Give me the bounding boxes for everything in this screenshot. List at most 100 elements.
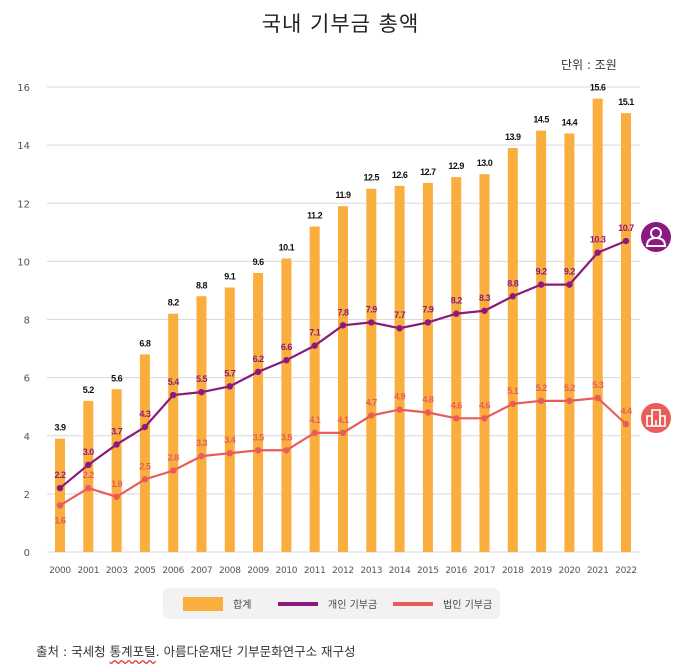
data-label-corporate: 5.2 [536,383,548,393]
point-corporate [594,394,601,402]
point-individual [453,310,460,317]
data-label-corporate: 2.2 [83,470,95,480]
data-label-corporate: 4.1 [309,415,321,425]
data-label-corporate: 3.5 [281,432,293,442]
y-tick-label: 2 [24,490,30,501]
point-individual [396,325,403,332]
data-label-individual: 7.9 [422,304,434,314]
point-individual [198,388,205,396]
data-label-corporate: 3.5 [253,432,265,442]
x-tick-label: 2019 [530,566,552,576]
point-individual [226,383,233,390]
y-tick-label: 10 [17,257,30,268]
data-label-individual: 9.2 [536,267,548,277]
legend-item-corporate: 법인 기부금 [393,588,492,619]
bar-total [196,296,207,552]
point-individual [566,281,573,288]
bar-total [224,287,235,552]
y-tick-label: 6 [24,374,30,385]
bar-total [139,354,150,552]
data-label-individual: 3.7 [111,426,123,436]
x-tick-label: 2005 [134,566,156,576]
x-tick-label: 2017 [474,566,496,576]
x-tick-label: 2018 [502,566,524,576]
data-label-individual: 3.0 [83,447,95,457]
data-label-individual: 5.4 [168,377,180,387]
legend-item-individual: 개인 기부금 [278,588,377,619]
legend-label: 법인 기부금 [443,600,493,611]
source-suffix: . 아름다운재단 기부문화연구소 재구성 [155,644,356,659]
bar-total [55,438,65,552]
data-label-corporate: 5.2 [564,383,576,393]
point-individual [339,322,347,329]
x-tick-label: 2006 [162,566,184,576]
data-label-individual: 8.3 [479,293,491,303]
unit-label: 단위 : 조원 [561,58,617,72]
point-individual [85,461,92,469]
data-label-total: 13.9 [505,132,521,142]
y-tick-label: 14 [17,141,30,152]
point-corporate [113,493,120,500]
bar-total [592,98,603,552]
source-note: 출처 : 국세청 통계포털. 아름다운재단 기부문화연구소 재구성 [36,641,356,660]
data-label-total: 13.0 [477,158,493,168]
point-corporate [311,429,318,437]
data-label-total: 15.1 [618,97,634,107]
bar-total [83,400,94,552]
bar-total [621,113,631,552]
source-prefix: 출처 : 국세청 [36,644,110,659]
data-label-individual: 6.6 [281,342,293,352]
point-corporate [396,406,403,413]
data-label-individual: 7.1 [309,328,321,338]
y-tick-label: 8 [24,316,30,327]
bar-total [253,273,264,552]
point-corporate [170,467,177,474]
data-label-total: 10.1 [279,242,295,252]
point-individual [141,423,149,431]
data-label-total: 14.4 [562,118,578,128]
data-label-individual: 9.2 [564,267,576,277]
point-corporate [85,484,92,492]
building-icon [641,403,671,433]
point-individual [622,237,630,245]
point-individual [311,342,318,349]
point-corporate [509,400,516,407]
data-label-corporate: 4.8 [422,395,434,405]
data-label-corporate: 1.6 [54,516,66,526]
bar-total [507,148,518,552]
data-label-individual: 4.3 [139,409,151,419]
x-tick-label: 2016 [445,566,467,576]
point-individual [594,249,601,256]
series-lines [56,237,630,509]
bar-total [366,188,377,552]
y-tick-label: 4 [24,432,30,443]
x-tick-label: 2009 [247,566,269,576]
data-label-total: 12.9 [448,161,464,171]
bar-total [168,313,179,552]
data-label-total: 3.9 [54,423,66,433]
legend-label: 개인 기부금 [328,600,378,611]
bars-total [55,98,631,552]
legend-swatch-individual [278,601,318,606]
data-label-individual: 8.8 [507,278,519,288]
data-label-corporate: 1.9 [111,479,123,489]
data-label-individual: 10.7 [618,223,634,233]
data-label-total: 14.5 [533,115,549,125]
point-corporate [56,502,64,509]
point-individual [170,391,177,399]
point-individual [283,356,290,364]
legend: 합계 개인 기부금 법인 기부금 [163,588,500,619]
x-tick-label: 2011 [304,566,326,576]
point-corporate [226,449,233,457]
data-label-individual: 7.8 [337,307,349,317]
point-corporate [368,412,375,419]
point-corporate [339,429,347,437]
legend-item-total: 합계 [183,588,251,619]
point-corporate [141,476,149,483]
data-label-total: 9.6 [253,257,265,267]
bar-total [536,130,547,552]
data-label-total: 11.9 [335,190,351,200]
bar-total [309,226,320,552]
point-corporate [283,447,290,454]
data-label-corporate: 2.5 [139,461,151,471]
